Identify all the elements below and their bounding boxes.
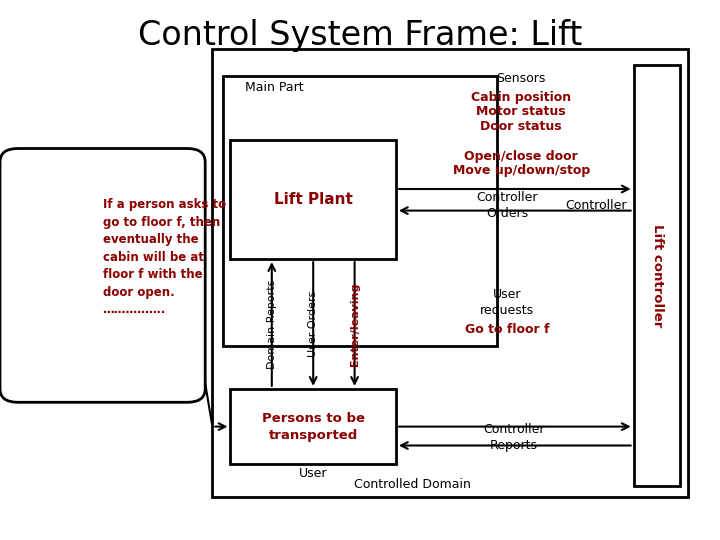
Text: Lift controller: Lift controller — [650, 224, 664, 327]
Text: Domain Reports: Domain Reports — [267, 279, 276, 369]
Text: User
requests: User requests — [480, 288, 534, 317]
Text: Controller
Orders: Controller Orders — [476, 191, 538, 220]
Text: Move up/down/stop: Move up/down/stop — [453, 164, 590, 177]
Text: Control System Frame: Lift: Control System Frame: Lift — [138, 18, 582, 52]
Text: Persons to be
transported: Persons to be transported — [261, 411, 365, 442]
Text: Cabin position: Cabin position — [471, 91, 572, 104]
Bar — [230, 140, 396, 259]
Text: User Orders: User Orders — [308, 291, 318, 357]
Bar — [634, 65, 680, 486]
Text: Motor status: Motor status — [477, 105, 566, 118]
Text: Open/close door: Open/close door — [464, 150, 578, 163]
Text: Lift Plant: Lift Plant — [274, 192, 353, 207]
Text: Go to floor f: Go to floor f — [464, 323, 549, 336]
Bar — [212, 49, 688, 497]
Text: User: User — [299, 467, 328, 480]
Text: Controlled Domain: Controlled Domain — [354, 478, 470, 491]
Text: Enter/leaving: Enter/leaving — [350, 282, 359, 366]
Text: Controller
Reports: Controller Reports — [483, 423, 545, 452]
Text: Desired Behaviour: Desired Behaviour — [45, 392, 161, 404]
Text: If a person asks to
go to floor f, then
eventually the
cabin will be at
floor f : If a person asks to go to floor f, then … — [102, 198, 226, 316]
Bar — [223, 76, 497, 346]
Bar — [230, 389, 396, 464]
FancyBboxPatch shape — [0, 148, 205, 402]
Text: Controller: Controller — [565, 199, 626, 212]
Text: Sensors: Sensors — [497, 72, 546, 85]
Text: Main Part: Main Part — [245, 81, 303, 94]
Text: Door status: Door status — [480, 120, 562, 133]
